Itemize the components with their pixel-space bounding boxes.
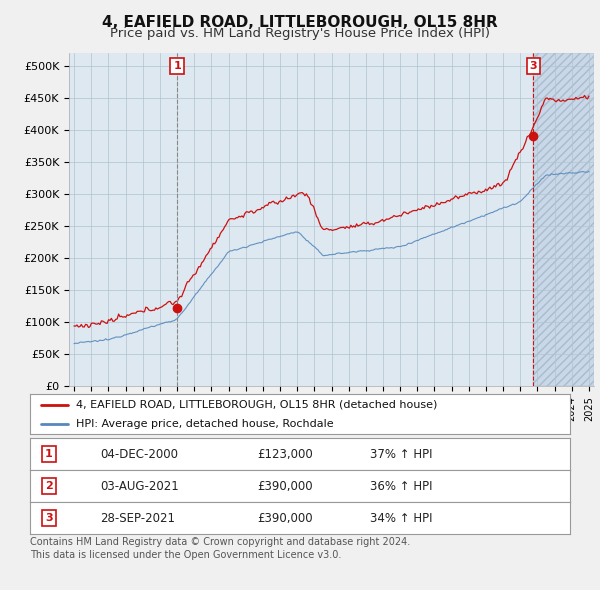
Text: 4, EAFIELD ROAD, LITTLEBOROUGH, OL15 8HR (detached house): 4, EAFIELD ROAD, LITTLEBOROUGH, OL15 8HR… (76, 400, 437, 410)
Text: 1: 1 (173, 61, 181, 71)
Text: 4, EAFIELD ROAD, LITTLEBOROUGH, OL15 8HR: 4, EAFIELD ROAD, LITTLEBOROUGH, OL15 8HR (102, 15, 498, 30)
Text: 3: 3 (45, 513, 53, 523)
Text: This data is licensed under the Open Government Licence v3.0.: This data is licensed under the Open Gov… (30, 550, 341, 560)
Text: 1: 1 (45, 450, 53, 459)
Text: 36% ↑ HPI: 36% ↑ HPI (370, 480, 433, 493)
Bar (533, 53, 594, 386)
Text: Price paid vs. HM Land Registry's House Price Index (HPI): Price paid vs. HM Land Registry's House … (110, 27, 490, 40)
Text: 2: 2 (45, 481, 53, 491)
Text: Contains HM Land Registry data © Crown copyright and database right 2024.: Contains HM Land Registry data © Crown c… (30, 537, 410, 547)
Text: 04-DEC-2000: 04-DEC-2000 (100, 448, 178, 461)
Text: 34% ↑ HPI: 34% ↑ HPI (370, 512, 433, 525)
Text: £390,000: £390,000 (257, 512, 313, 525)
Text: 37% ↑ HPI: 37% ↑ HPI (370, 448, 433, 461)
Text: £390,000: £390,000 (257, 480, 313, 493)
Text: 3: 3 (529, 61, 537, 71)
Bar (533, 53, 594, 386)
Text: £123,000: £123,000 (257, 448, 313, 461)
Text: 28-SEP-2021: 28-SEP-2021 (100, 512, 175, 525)
Text: 03-AUG-2021: 03-AUG-2021 (100, 480, 179, 493)
Text: HPI: Average price, detached house, Rochdale: HPI: Average price, detached house, Roch… (76, 419, 334, 428)
